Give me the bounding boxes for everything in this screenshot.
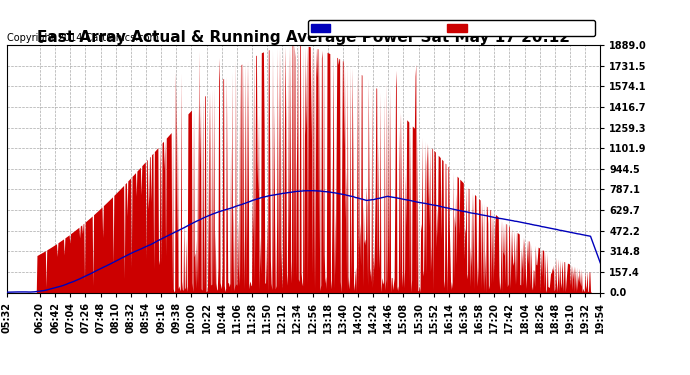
Title: East Array Actual & Running Average Power Sat May 17 20:12: East Array Actual & Running Average Powe… bbox=[37, 30, 570, 45]
Text: Copyright 2014 Cartronics.com: Copyright 2014 Cartronics.com bbox=[7, 33, 159, 42]
Legend: Average  (DC Watts), East Array  (DC Watts): Average (DC Watts), East Array (DC Watts… bbox=[308, 20, 595, 36]
